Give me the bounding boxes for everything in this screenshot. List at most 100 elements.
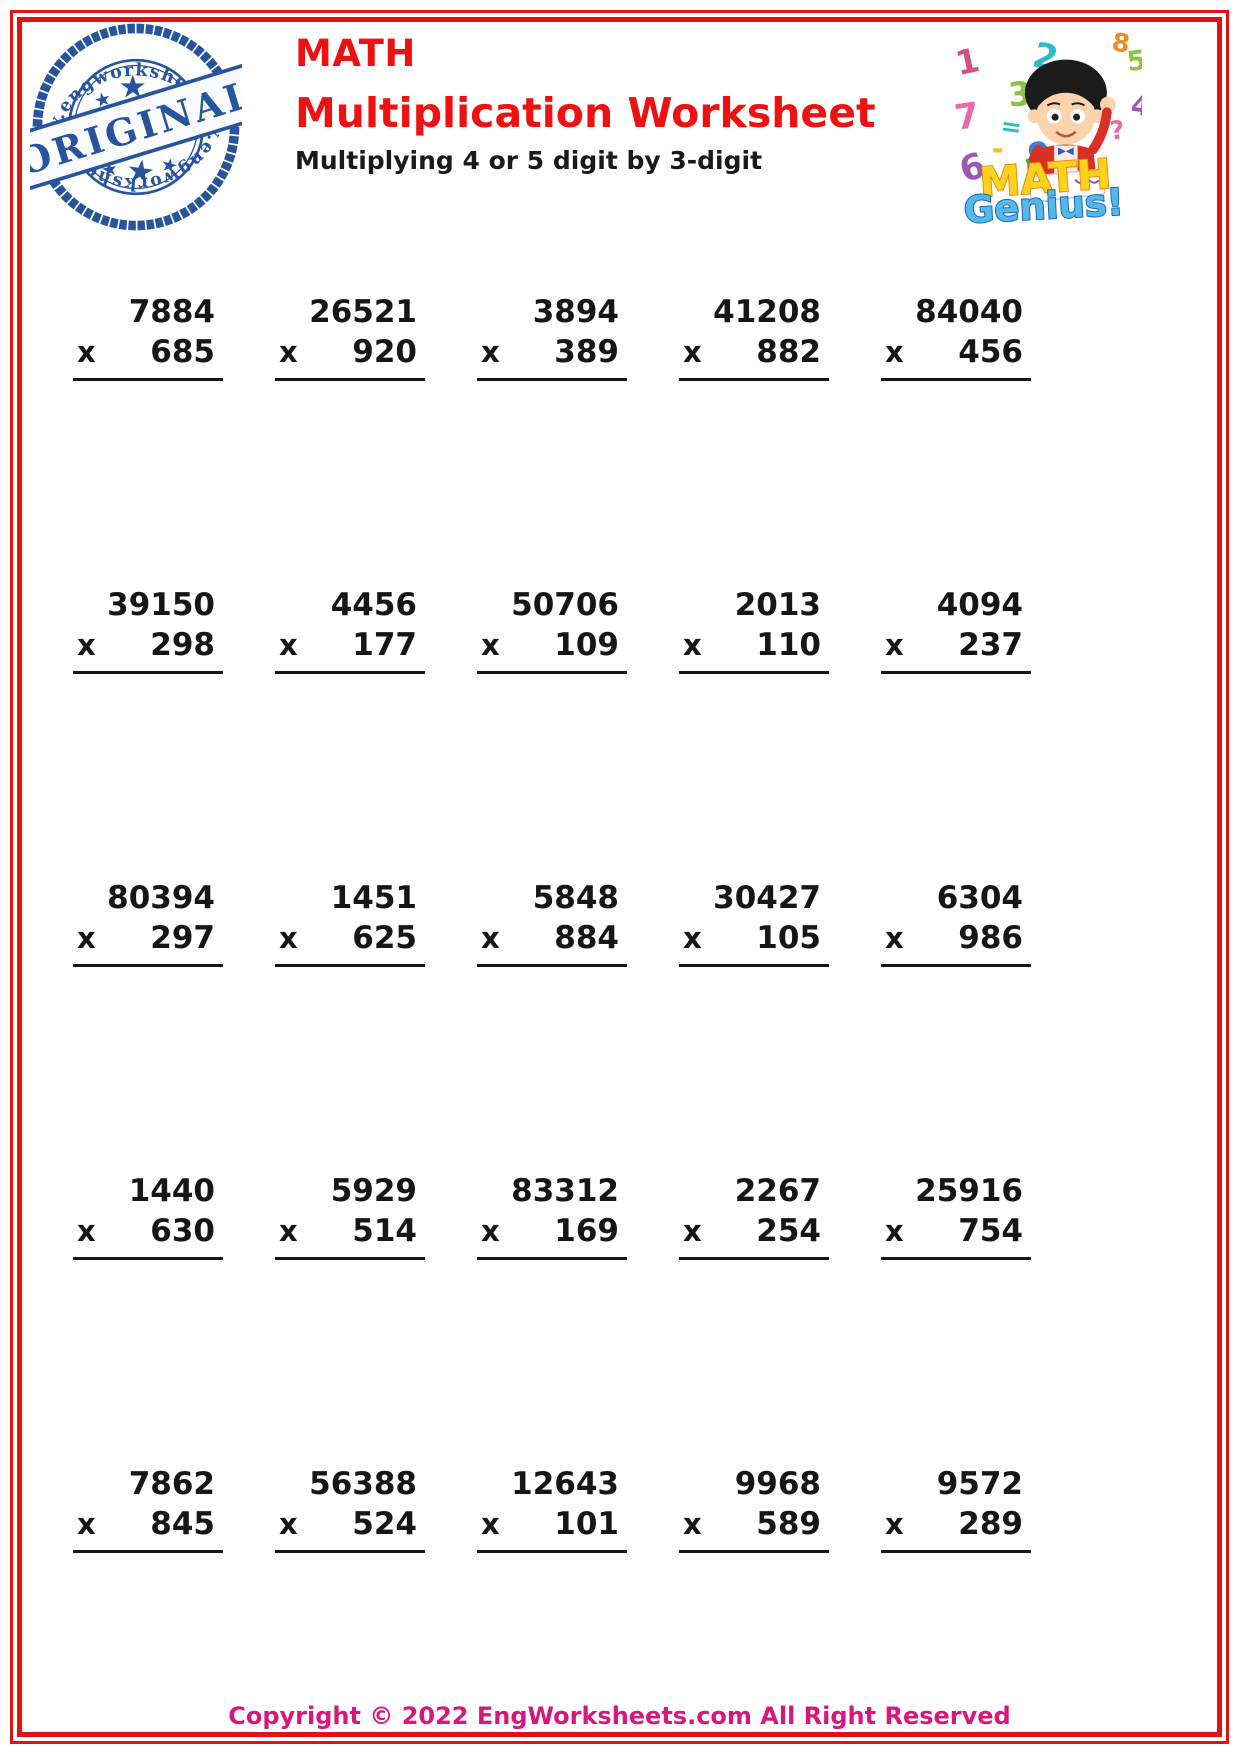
multiplication-problem: 56388 x 524 bbox=[275, 1465, 425, 1734]
operator: x bbox=[77, 628, 96, 662]
svg-text:★: ★ bbox=[158, 153, 180, 178]
multiplication-problem: 6304 x 986 bbox=[881, 879, 1031, 1148]
multiplier: 884 bbox=[554, 920, 619, 956]
multiplier-row: x 524 bbox=[275, 1503, 425, 1553]
logo-number-glyph: - bbox=[992, 132, 1004, 166]
operator: x bbox=[279, 335, 298, 369]
multiplicand: 39150 bbox=[107, 587, 215, 623]
multiplier: 109 bbox=[554, 627, 619, 663]
operator: x bbox=[683, 628, 702, 662]
multiplication-problem: 5848 x 884 bbox=[477, 879, 627, 1148]
logo-number-glyph: 7 bbox=[952, 95, 982, 139]
operator: x bbox=[481, 1507, 500, 1541]
multiplier: 298 bbox=[150, 627, 215, 663]
operator: x bbox=[481, 921, 500, 955]
multiplicand: 30427 bbox=[713, 880, 821, 916]
multiplier-row: x 685 bbox=[73, 331, 223, 381]
multiplication-problem: 4456 x 177 bbox=[275, 586, 425, 855]
multiplicand: 12643 bbox=[511, 1466, 619, 1502]
operator: x bbox=[683, 1214, 702, 1248]
multiplier-row: x 237 bbox=[881, 624, 1031, 674]
multiplicand: 5848 bbox=[532, 880, 619, 916]
multiplier: 754 bbox=[958, 1213, 1023, 1249]
multiplier-row: x 456 bbox=[881, 331, 1031, 381]
multiplication-problem: 41208 x 882 bbox=[679, 293, 829, 562]
multiplier: 389 bbox=[554, 334, 619, 370]
multiplier: 456 bbox=[958, 334, 1023, 370]
logo-line2: Genius! bbox=[963, 181, 1125, 227]
operator: x bbox=[885, 628, 904, 662]
multiplicand: 84040 bbox=[915, 294, 1023, 330]
multiplication-problem: 4094 x 237 bbox=[881, 586, 1031, 855]
multiplication-problem: 2267 x 254 bbox=[679, 1172, 829, 1441]
multiplier-row: x 169 bbox=[477, 1210, 627, 1260]
operator: x bbox=[481, 1214, 500, 1248]
multiplication-problem: 25916 x 754 bbox=[881, 1172, 1031, 1441]
multiplier-row: x 298 bbox=[73, 624, 223, 674]
logo-number-glyph: 8 bbox=[1110, 26, 1133, 59]
multiplier-row: x 109 bbox=[477, 624, 627, 674]
multiplicand: 1451 bbox=[330, 880, 417, 916]
operator: x bbox=[885, 1507, 904, 1541]
multiplier-row: x 297 bbox=[73, 917, 223, 967]
operator: x bbox=[481, 628, 500, 662]
page-subtitle: Multiplication Worksheet bbox=[295, 89, 876, 137]
multiplication-problem: 26521 x 920 bbox=[275, 293, 425, 562]
multiplier-row: x 105 bbox=[679, 917, 829, 967]
multiplicand: 26521 bbox=[309, 294, 417, 330]
multiplication-problem: 7862 x 845 bbox=[73, 1465, 223, 1734]
copyright-text: Copyright © 2022 EngWorksheets.com All R… bbox=[228, 1702, 1011, 1730]
multiplier: 254 bbox=[756, 1213, 821, 1249]
multiplicand: 5929 bbox=[330, 1173, 417, 1209]
multiplier: 986 bbox=[958, 920, 1023, 956]
operator: x bbox=[279, 628, 298, 662]
multiplier-row: x 389 bbox=[477, 331, 627, 381]
multiplication-problem: 1451 x 625 bbox=[275, 879, 425, 1148]
multiplier-row: x 920 bbox=[275, 331, 425, 381]
multiplier: 524 bbox=[352, 1506, 417, 1542]
multiplier: 101 bbox=[554, 1506, 619, 1542]
operator: x bbox=[885, 921, 904, 955]
multiplier: 514 bbox=[352, 1213, 417, 1249]
multiplier-row: x 101 bbox=[477, 1503, 627, 1553]
multiplier: 177 bbox=[352, 627, 417, 663]
multiplication-problem: 7884 x 685 bbox=[73, 293, 223, 562]
multiplier-row: x 254 bbox=[679, 1210, 829, 1260]
logo-number-glyph: 1 bbox=[952, 40, 983, 83]
multiplier-row: x 986 bbox=[881, 917, 1031, 967]
multiplication-problem: 9968 x 589 bbox=[679, 1465, 829, 1734]
multiplier: 110 bbox=[756, 627, 821, 663]
header-titles: MATH Multiplication Worksheet Multiplyin… bbox=[295, 32, 876, 175]
multiplier: 920 bbox=[352, 334, 417, 370]
multiplication-problem: 1440 x 630 bbox=[73, 1172, 223, 1441]
logo-number-glyph: 5 bbox=[1125, 45, 1142, 78]
multiplicand: 56388 bbox=[309, 1466, 417, 1502]
multiplicand: 83312 bbox=[511, 1173, 619, 1209]
operator: x bbox=[885, 1214, 904, 1248]
operator: x bbox=[77, 921, 96, 955]
multiplier: 630 bbox=[150, 1213, 215, 1249]
multiplication-problem: 83312 x 169 bbox=[477, 1172, 627, 1441]
operator: x bbox=[77, 1507, 96, 1541]
page-description: Multiplying 4 or 5 digit by 3-digit bbox=[295, 146, 763, 175]
multiplicand: 6304 bbox=[936, 880, 1023, 916]
multiplication-problem: 3894 x 389 bbox=[477, 293, 627, 562]
boy-character-icon bbox=[1024, 59, 1116, 203]
logo-wordmark: MATH Genius! bbox=[962, 149, 1126, 227]
multiplicand: 2013 bbox=[734, 587, 821, 623]
multiplier: 289 bbox=[958, 1506, 1023, 1542]
operator: x bbox=[481, 335, 500, 369]
page-content: www.engworksheets.com www.engworksheets.… bbox=[22, 16, 1217, 1734]
logo-number-glyph: = bbox=[999, 110, 1024, 143]
operator: x bbox=[279, 921, 298, 955]
multiplication-problem: 30427 x 105 bbox=[679, 879, 829, 1148]
multiplicand: 41208 bbox=[713, 294, 821, 330]
multiplier-row: x 514 bbox=[275, 1210, 425, 1260]
multiplicand: 9968 bbox=[734, 1466, 821, 1502]
operator: x bbox=[279, 1214, 298, 1248]
multiplier-row: x 625 bbox=[275, 917, 425, 967]
multiplicand: 9572 bbox=[936, 1466, 1023, 1502]
multiplication-problem: 80394 x 297 bbox=[73, 879, 223, 1148]
multiplier-row: x 630 bbox=[73, 1210, 223, 1260]
